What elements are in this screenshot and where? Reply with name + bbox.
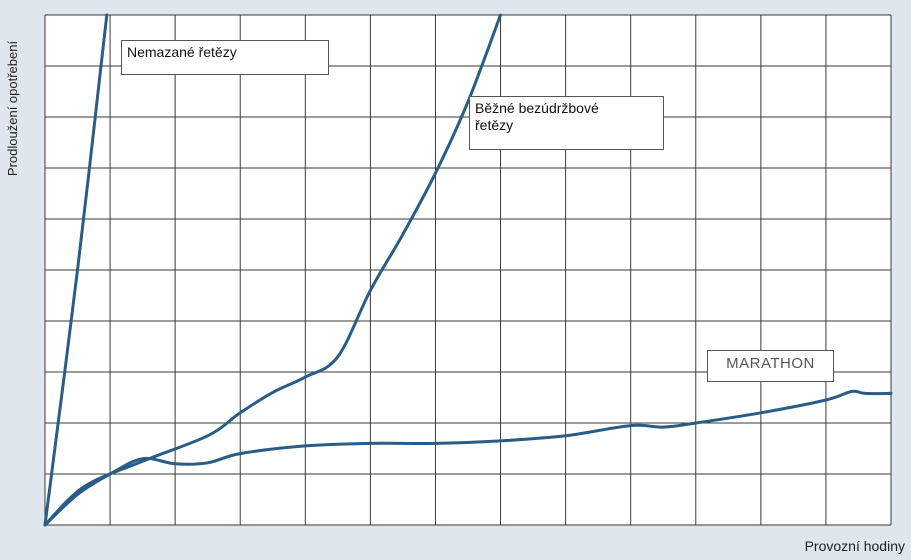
x-axis-label: Provozní hodiny [804,538,905,554]
y-axis-label-wrapper: Prodloužení opotřebení [2,8,24,208]
series-line-marathon [43,389,893,527]
series-lines [43,13,893,527]
label-standard-maintenance-free-chains: Běžné bezúdržbové řetězy [469,96,664,150]
label-standard-line-2: řetězy [475,117,514,133]
label-marathon: MARATHON [707,350,834,382]
series-line-unlubricated [43,13,109,527]
label-unlubricated-chains: Nemazané řetězy [121,40,329,75]
label-marathon-text: MARATHON [726,355,815,372]
label-unlubricated-chains-text: Nemazané řetězy [127,44,237,60]
label-standard-line-1: Běžné bezúdržbové [475,100,599,116]
series-line-standard [43,13,502,527]
y-axis-label: Prodloužení opotřebení [5,40,21,176]
